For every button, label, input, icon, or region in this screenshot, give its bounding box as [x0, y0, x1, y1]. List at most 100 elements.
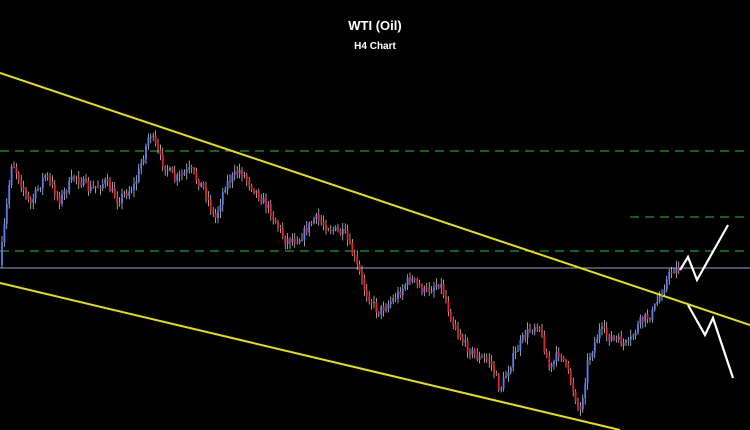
bullish-candle — [581, 397, 584, 410]
bearish-candle — [351, 242, 354, 255]
bearish-candle — [25, 189, 27, 194]
bearish-candle — [495, 373, 498, 375]
channel-lines — [0, 72, 750, 430]
bearish-candle — [370, 301, 373, 304]
bullish-candle — [140, 163, 143, 169]
bearish-candle — [437, 285, 440, 288]
bullish-candle — [632, 335, 635, 337]
bullish-candle — [32, 199, 35, 203]
bullish-candle — [37, 189, 39, 191]
bearish-candle — [29, 199, 32, 203]
bearish-candle — [181, 174, 183, 176]
bearish-candle — [473, 349, 476, 355]
bullish-candle — [521, 335, 524, 340]
bearish-candle — [265, 197, 267, 208]
bearish-candle — [269, 204, 272, 217]
bearish-candle — [358, 264, 361, 272]
bullish-candle — [313, 219, 315, 224]
bullish-candle — [89, 186, 92, 191]
bearish-candle — [209, 199, 212, 211]
bullish-candle — [661, 294, 663, 296]
bearish-candle — [17, 172, 20, 181]
bullish-candle — [262, 197, 265, 203]
bearish-candle — [58, 195, 61, 204]
bullish-candle — [651, 309, 654, 320]
bullish-candle — [553, 361, 555, 364]
bullish-candle — [627, 339, 630, 341]
bearish-candle — [325, 224, 327, 230]
bearish-candle — [382, 306, 385, 311]
bearish-candle — [445, 295, 447, 302]
bearish-candle — [279, 227, 282, 229]
bullish-candle — [75, 177, 78, 179]
bullish-candle — [301, 239, 303, 241]
bearish-candle — [344, 228, 347, 231]
bullish-candle — [219, 204, 222, 212]
bullish-candle — [332, 229, 335, 231]
bearish-candle — [171, 168, 174, 173]
bearish-candle — [574, 391, 577, 402]
bullish-candle — [135, 181, 138, 184]
bearish-candle — [646, 314, 649, 319]
bullish-candle — [555, 352, 558, 362]
bullish-candle — [591, 352, 594, 358]
bullish-candle — [505, 376, 507, 378]
bullish-candle — [512, 353, 515, 368]
bullish-candle — [601, 326, 603, 329]
bearish-candle — [361, 271, 363, 279]
bullish-candle — [464, 340, 467, 343]
bullish-candle — [178, 174, 181, 176]
bearish-candle — [428, 287, 431, 292]
bullish-candle — [392, 298, 395, 302]
bullish-candle — [145, 145, 147, 160]
bullish-candle — [584, 383, 587, 398]
bearish-candle — [46, 175, 49, 178]
bullish-candle — [130, 190, 133, 192]
bullish-candle — [397, 291, 399, 300]
bearish-candle — [567, 363, 570, 371]
bullish-candle — [255, 190, 258, 193]
bearish-candle — [469, 352, 471, 355]
bullish-candle — [308, 222, 311, 233]
bearish-candle — [529, 328, 531, 332]
bullish-candle — [622, 342, 625, 346]
bearish-candle — [409, 277, 411, 282]
bearish-candle — [85, 178, 87, 182]
bearish-candle — [569, 370, 572, 384]
bullish-candle — [533, 327, 536, 332]
bullish-candle — [94, 186, 97, 188]
bullish-candle — [435, 285, 438, 288]
bullish-candle — [226, 180, 229, 190]
bullish-candle — [404, 285, 407, 289]
bearish-candle — [51, 181, 54, 185]
bullish-candle — [224, 189, 227, 193]
bearish-candle — [565, 360, 567, 364]
bearish-candle — [125, 193, 128, 197]
bearish-candle — [97, 186, 99, 188]
bullish-candle — [200, 183, 203, 187]
bullish-candle — [507, 372, 510, 377]
bearish-candle — [670, 272, 673, 274]
bullish-candle — [644, 314, 647, 322]
bullish-candle — [519, 339, 522, 351]
bullish-candle — [315, 214, 318, 220]
bearish-candle — [476, 354, 479, 361]
bullish-candle — [665, 279, 668, 290]
bearish-candle — [490, 361, 493, 365]
bearish-candle — [289, 238, 291, 243]
bullish-candle — [385, 309, 387, 311]
bearish-candle — [545, 352, 548, 357]
bullish-candle — [238, 169, 241, 175]
bearish-candle — [442, 283, 445, 296]
bullish-candle — [675, 267, 678, 274]
bearish-candle — [368, 296, 371, 302]
bullish-candle — [478, 356, 481, 361]
bearish-candle — [454, 324, 457, 329]
bullish-candle — [517, 350, 519, 352]
bearish-candle — [205, 187, 207, 198]
bearish-candle — [20, 180, 23, 188]
bullish-candle — [656, 301, 659, 305]
bearish-candle — [497, 374, 500, 390]
bullish-candle — [389, 301, 392, 305]
bullish-candle — [137, 168, 140, 182]
